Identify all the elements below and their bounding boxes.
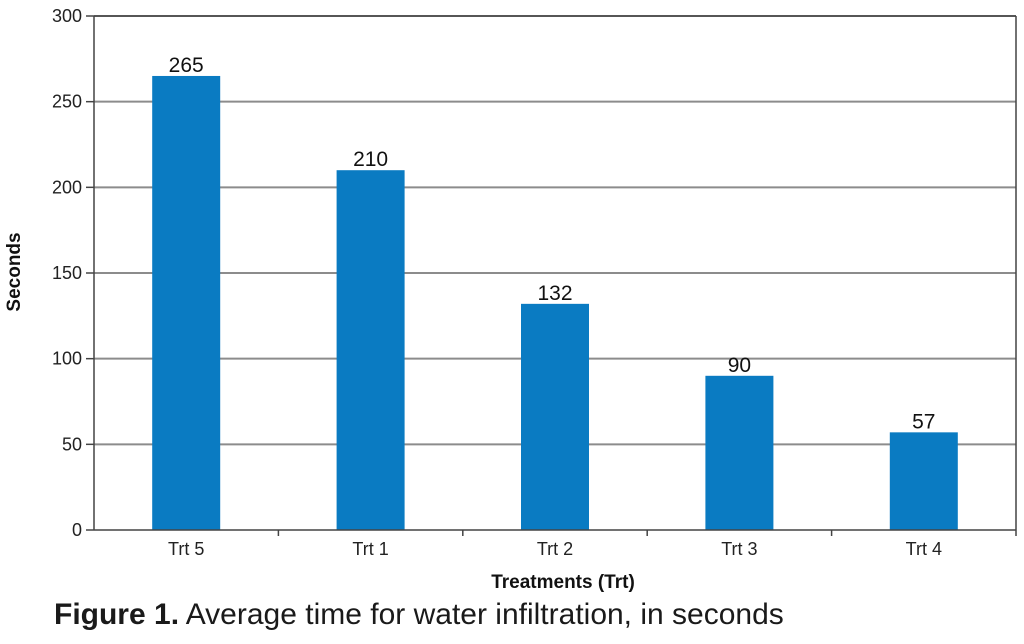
y-tick-label: 150 — [52, 263, 82, 283]
x-tick-label: Trt 1 — [352, 539, 388, 559]
axes — [86, 15, 1017, 536]
data-label: 90 — [728, 354, 751, 377]
bar-trt-1 — [336, 170, 405, 530]
x-tick-label: Trt 2 — [537, 539, 573, 559]
data-label: 132 — [537, 282, 572, 305]
y-tick-label: 0 — [72, 520, 82, 540]
y-tick-label: 300 — [52, 6, 82, 26]
bars — [152, 75, 958, 530]
bar-chart: 0 50 100 150 200 250 300 265 Trt 5 210 Trt 1 132 Trt… — [4, 6, 1017, 593]
y-tick-label: 100 — [52, 349, 82, 369]
x-tick-label: Trt 5 — [168, 539, 204, 559]
labels: 0 50 100 150 200 250 300 265 Trt 5 210 Trt 1 132 Trt… — [52, 6, 942, 559]
data-label: 265 — [169, 54, 204, 77]
y-tick-label: 50 — [62, 434, 82, 454]
figure-caption: Figure 1. Average time for water infiltr… — [54, 598, 784, 632]
bar-trt-5 — [152, 75, 221, 530]
x-tick-label: Trt 4 — [906, 539, 942, 559]
y-tick-label: 200 — [52, 177, 82, 197]
bar-trt-3 — [705, 375, 774, 530]
x-axis-title: Treatments (Trt) — [491, 572, 635, 593]
figure-number: Figure 1. — [54, 598, 180, 631]
bar-trt-4 — [889, 432, 958, 530]
y-axis-title: Seconds — [4, 232, 25, 311]
data-label: 57 — [912, 410, 935, 433]
data-label: 210 — [353, 148, 388, 171]
caption-text: Average time for water infiltration, in … — [179, 598, 784, 631]
x-tick-label: Trt 3 — [721, 539, 757, 559]
bar-trt-2 — [521, 303, 589, 530]
y-tick-label: 250 — [52, 92, 82, 112]
